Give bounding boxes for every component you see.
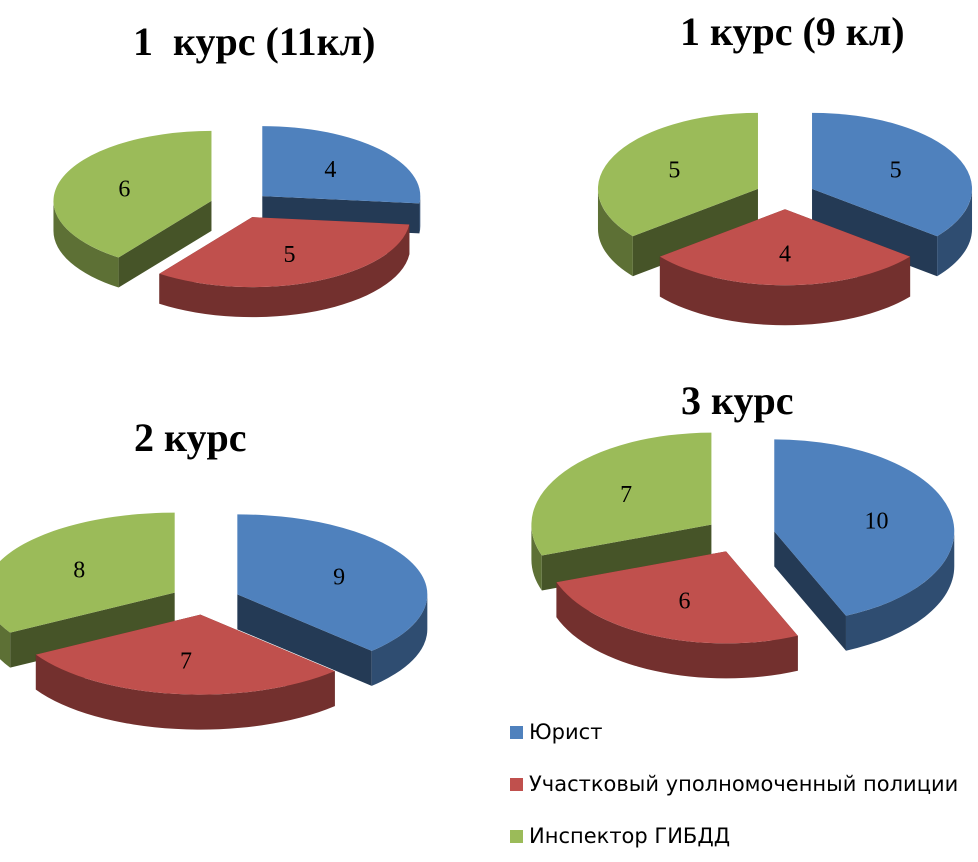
pie-data-label: 8 — [73, 557, 85, 583]
pie-chart-0: 4 6 5 — [53, 126, 420, 317]
pie-data-label: 10 — [864, 509, 888, 535]
legend-swatch-lawyer — [510, 726, 523, 739]
pie-data-label: 5 — [668, 158, 680, 184]
pie-data-label: 4 — [324, 157, 336, 183]
pie-data-label: 6 — [678, 588, 690, 614]
legend-label-police-officer: Участковый уполномоченный полиции — [529, 772, 958, 796]
legend-label-lawyer: Юрист — [529, 720, 602, 744]
pie-data-label: 5 — [890, 158, 902, 184]
pie-data-label: 4 — [779, 241, 791, 267]
legend: Юрист Участковый уполномоченный полиции … — [510, 706, 958, 862]
legend-label-traffic-inspector: Инспектор ГИБДД — [529, 824, 730, 848]
legend-swatch-traffic-inspector — [510, 830, 523, 843]
legend-item-lawyer: Юрист — [510, 706, 958, 758]
legend-swatch-police-officer — [510, 778, 523, 791]
legend-item-police-officer: Участковый уполномоченный полиции — [510, 758, 958, 810]
pie-data-label: 6 — [118, 176, 130, 202]
pie-slice-lawyer-3: 10 — [774, 439, 954, 650]
pie-data-label: 7 — [180, 649, 192, 675]
pie-data-label: 7 — [620, 482, 632, 508]
pie-top-face — [262, 126, 420, 203]
pie-chart-3: 7 10 6 — [531, 433, 954, 679]
pie-chart-1: 5 5 4 — [598, 113, 972, 325]
pie-data-label: 9 — [333, 565, 345, 591]
pie-chart-2: 8 9 7 — [0, 513, 427, 730]
pie-slice-lawyer-0: 4 — [262, 126, 420, 233]
pie-data-label: 5 — [283, 242, 295, 268]
legend-item-traffic-inspector: Инспектор ГИБДД — [510, 810, 958, 862]
